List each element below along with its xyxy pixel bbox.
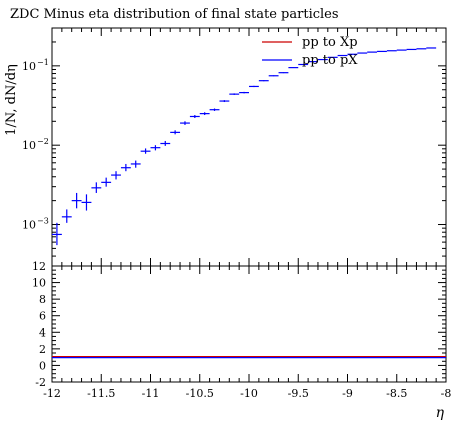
x-tick-label: -8.5 [386,387,407,400]
ratio-panel: -2 0 2 4 6 8 10 12 -12 -11.5 -11 -10.5 -10 -9.5 -9 -8.… [32,260,451,421]
legend-label-pp-to-px: pp to pX [302,53,358,68]
x-tick-label: -11.5 [87,387,115,400]
main-y-tick-label: 10 [22,139,36,152]
ratio-lines [52,356,446,359]
x-tick-label: -9.5 [288,387,309,400]
ratio-y-tick-labels: -2 0 2 4 6 8 10 12 [32,260,46,389]
x-tick-label: -12 [43,387,61,400]
main-panel: 10−310−210−1 1/N, dN/dη [4,27,447,267]
x-axis-label: η [436,405,445,421]
x-tick-label: -9 [342,387,353,400]
ratio-y-tick-label: 4 [39,326,46,339]
main-plot-frame [51,27,447,267]
legend: pp to Xp pp to pX [262,35,358,68]
ratio-y-tick-label: 8 [39,293,46,306]
x-tick-label: -10 [240,387,258,400]
ratio-plot-frame [51,265,447,383]
ratio-y-tick-label: -2 [35,376,46,389]
main-y-tick-label-exponent: −3 [37,217,49,226]
ratio-y-tick-label: 2 [39,343,46,356]
main-y-axis-label: 1/N, dN/dη [4,64,19,136]
main-data-points [52,47,437,246]
x-tick-labels: -12 -11.5 -11 -10.5 -10 -9.5 -9 -8.5 -8 [43,387,451,400]
main-y-tick-labels: 10−310−210−1 [22,58,49,232]
ratio-y-tick-label: 6 [39,310,46,323]
ratio-y-tick-label: 10 [32,277,46,290]
x-tick-label: -10.5 [186,387,214,400]
legend-label-pp-to-xp: pp to Xp [302,35,358,50]
x-tick-label: -8 [441,387,452,400]
chart-title: ZDC Minus eta distribution of final stat… [10,7,339,22]
ratio-axis-ticks [51,265,447,383]
main-y-tick-label-exponent: −2 [37,137,49,146]
x-tick-label: -11 [142,387,160,400]
main-axis-ticks [51,28,447,267]
ratio-y-tick-label: 12 [32,260,46,273]
main-y-tick-label: 10 [22,219,36,232]
main-y-tick-label: 10 [22,60,36,73]
main-y-tick-label-exponent: −1 [37,58,49,67]
ratio-y-tick-label: 0 [39,359,46,372]
